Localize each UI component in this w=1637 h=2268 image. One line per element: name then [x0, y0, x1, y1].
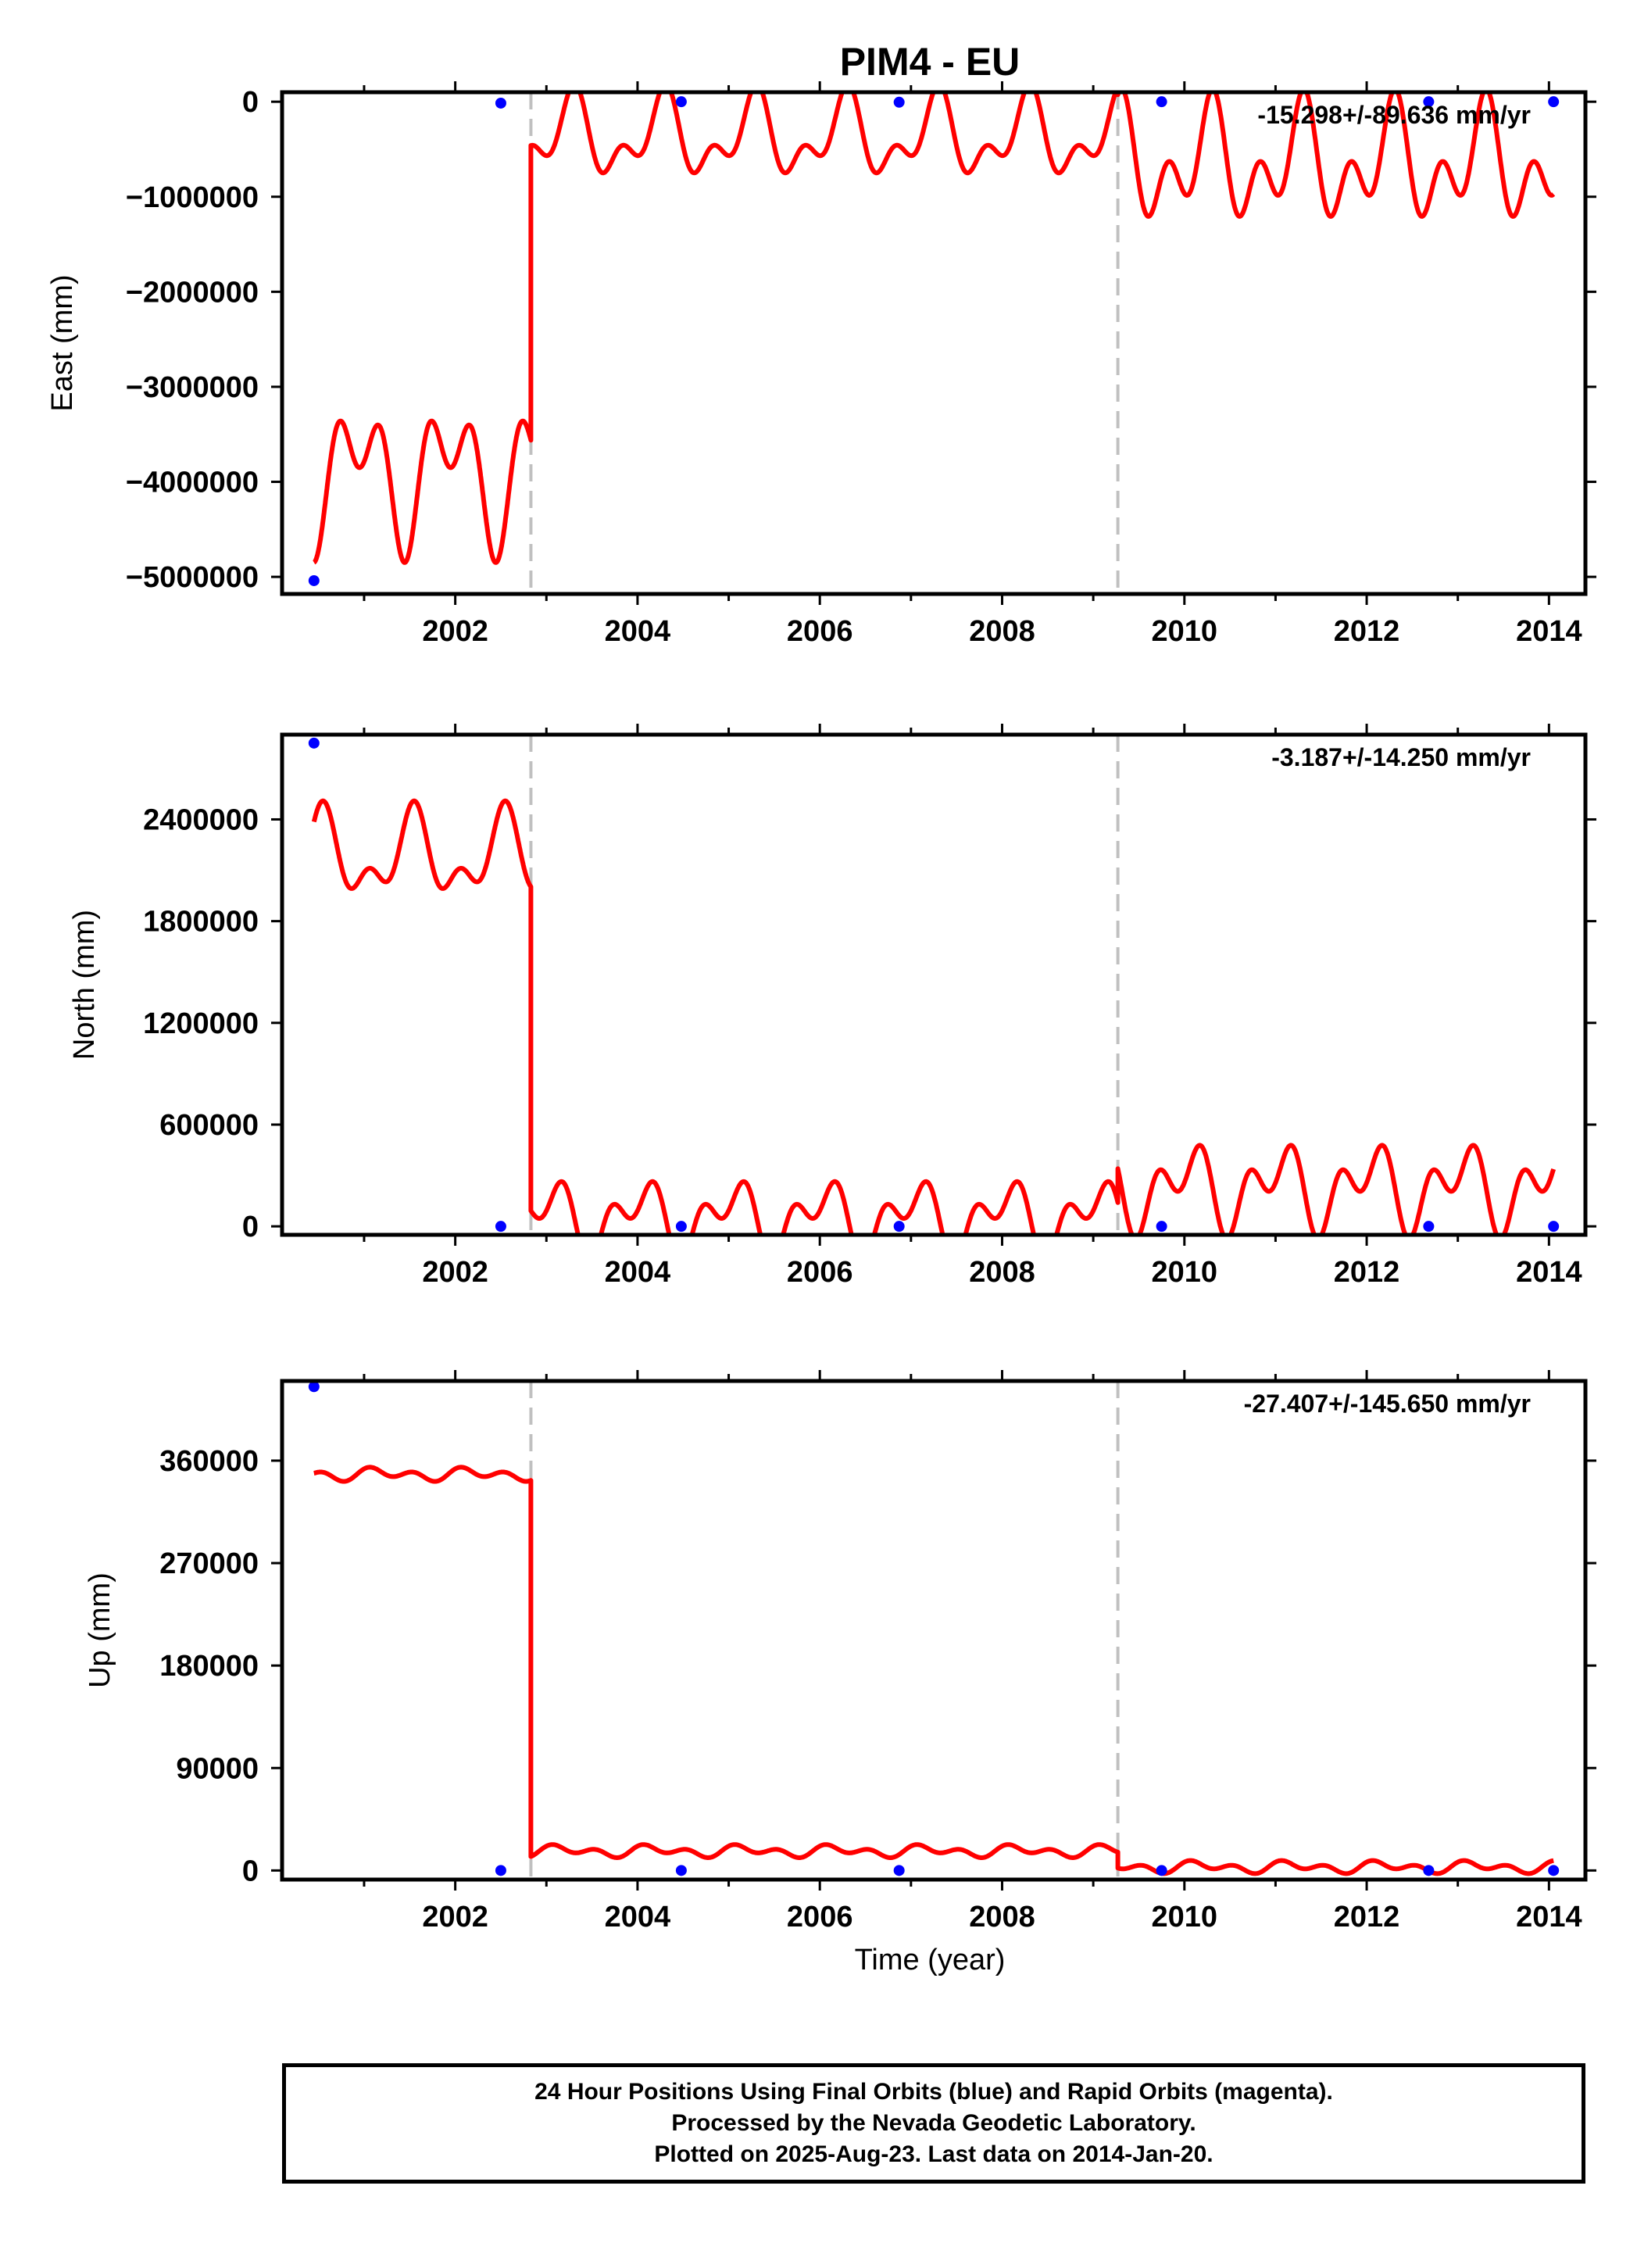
north-y-tick-label: 1200000 — [143, 1007, 259, 1040]
up-x-tick-label: 2014 — [1516, 1901, 1582, 1934]
up-x-tick-label: 2012 — [1334, 1901, 1400, 1934]
up-data-point — [1548, 1865, 1560, 1876]
east-data-point — [495, 97, 506, 109]
north-x-tick-label: 2002 — [422, 1256, 488, 1289]
up-y-tick-label: 0 — [242, 1855, 259, 1887]
north-x-tick-label: 2006 — [787, 1256, 853, 1289]
east-x-tick-label: 2008 — [969, 615, 1035, 648]
up-y-tick-label: 180000 — [159, 1650, 259, 1683]
north-data-point — [308, 737, 320, 749]
up-x-tick-label: 2010 — [1151, 1901, 1217, 1934]
east-rate-annotation: -15.298+/-89.636 mm/yr — [1257, 101, 1531, 129]
up-y-tick-label: 360000 — [159, 1445, 259, 1478]
north-plot-frame — [280, 732, 1588, 1237]
up-x-tick-label: 2008 — [969, 1901, 1035, 1934]
east-y-tick-label: −1000000 — [126, 181, 259, 214]
east-data-point — [308, 574, 320, 586]
up-y-axis-label: Up (mm) — [84, 1572, 116, 1688]
east-plot-frame — [280, 90, 1588, 596]
east-x-tick-label: 2010 — [1151, 615, 1217, 648]
up-panel: 2002 2004 2006 2008 2010 2012 2014 0 90000 180000… — [84, 1370, 1596, 1934]
north-x-tick-label: 2014 — [1516, 1256, 1582, 1289]
up-plot-frame — [280, 1379, 1588, 1882]
north-y-axis-label: North (mm) — [68, 910, 101, 1060]
up-data-point — [308, 1381, 320, 1393]
north-data-point — [893, 1221, 905, 1232]
east-y-tick-label: −3000000 — [126, 371, 259, 404]
east-y-tick-label: −5000000 — [126, 561, 259, 594]
east-data-point — [675, 96, 687, 108]
north-data-point — [1423, 1221, 1435, 1232]
north-y-tick-label: 1800000 — [143, 906, 259, 939]
footer-line-3: Plotted on 2025-Aug-23. Last data on 201… — [654, 2141, 1213, 2167]
north-model-line — [311, 798, 1557, 1235]
north-x-tick-label: 2004 — [605, 1256, 671, 1289]
figure-title: PIM4 - EU — [840, 40, 1020, 84]
footer-line-2: Processed by the Nevada Geodetic Laborat… — [671, 2110, 1196, 2136]
east-data-point — [1548, 96, 1560, 108]
north-y-tick-label: 600000 — [159, 1109, 259, 1142]
north-data-point — [495, 1221, 506, 1232]
footer-box: 24 Hour Positions Using Final Orbits (bl… — [282, 2063, 1585, 2184]
east-x-tick-label: 2006 — [787, 615, 853, 648]
up-x-tick-label: 2002 — [422, 1901, 488, 1934]
east-x-tick-label: 2002 — [422, 615, 488, 648]
up-rate-annotation: -27.407+/-145.650 mm/yr — [1244, 1390, 1531, 1418]
footer-line-1: 24 Hour Positions Using Final Orbits (bl… — [534, 2079, 1333, 2105]
east-data-point — [1156, 96, 1167, 108]
up-data-point — [675, 1865, 687, 1876]
east-x-tick-label: 2014 — [1516, 615, 1582, 648]
north-panel: 2002 2004 2006 2008 2010 2012 2014 0 600000 12000… — [68, 724, 1596, 1289]
north-data-point — [1548, 1221, 1560, 1232]
east-panel: 2002 2004 2006 2008 2010 2012 2014 0 −1000000 −20… — [46, 81, 1596, 648]
east-y-tick-label: −2000000 — [126, 276, 259, 309]
east-data-point — [1423, 96, 1435, 108]
north-y-tick-label: 2400000 — [143, 803, 259, 836]
up-data-point — [1156, 1865, 1167, 1876]
north-data-point — [1156, 1221, 1167, 1232]
east-x-tick-label: 2004 — [605, 615, 671, 648]
north-x-tick-label: 2008 — [969, 1256, 1035, 1289]
east-x-tick-label: 2012 — [1334, 615, 1400, 648]
north-x-tick-label: 2010 — [1151, 1256, 1217, 1289]
up-y-tick-label: 90000 — [176, 1752, 259, 1785]
up-data-point — [495, 1865, 506, 1876]
up-y-tick-label: 270000 — [159, 1547, 259, 1580]
north-y-tick-label: 0 — [242, 1211, 259, 1243]
north-x-tick-label: 2012 — [1334, 1256, 1400, 1289]
up-x-tick-label: 2004 — [605, 1901, 671, 1934]
east-model-line — [312, 92, 1556, 565]
north-data-point — [675, 1221, 687, 1232]
north-rate-annotation: -3.187+/-14.250 mm/yr — [1271, 743, 1531, 771]
east-data-point — [893, 96, 905, 108]
up-data-point — [893, 1865, 905, 1876]
up-model-line — [312, 1465, 1556, 1876]
up-data-point — [1423, 1865, 1435, 1876]
east-y-tick-label: −4000000 — [126, 467, 259, 499]
x-axis-title: Time (year) — [855, 1944, 1006, 1976]
east-y-axis-label: East (mm) — [46, 274, 79, 411]
up-x-tick-label: 2006 — [787, 1901, 853, 1934]
east-y-tick-label: 0 — [242, 86, 259, 119]
